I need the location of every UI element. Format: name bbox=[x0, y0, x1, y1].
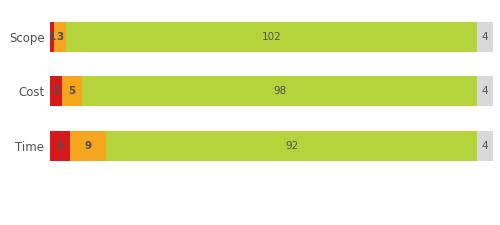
Bar bbox=[50, 22, 54, 52]
Bar bbox=[50, 76, 62, 106]
Bar bbox=[66, 22, 477, 52]
Text: 4: 4 bbox=[482, 141, 488, 151]
Text: 102: 102 bbox=[262, 32, 281, 42]
Text: 5: 5 bbox=[68, 86, 76, 96]
Text: 1: 1 bbox=[48, 32, 56, 42]
Text: 92: 92 bbox=[285, 141, 298, 151]
Bar bbox=[477, 130, 493, 160]
Text: 3: 3 bbox=[56, 32, 64, 42]
Text: 4: 4 bbox=[482, 86, 488, 96]
Text: 9: 9 bbox=[84, 141, 92, 151]
Text: 98: 98 bbox=[273, 86, 286, 96]
Legend: Red, Amber, Green, No self-assessment provided: Red, Amber, Green, No self-assessment pr… bbox=[124, 224, 421, 225]
Bar bbox=[70, 130, 106, 160]
Bar bbox=[50, 130, 70, 160]
Text: 4: 4 bbox=[482, 32, 488, 42]
Bar bbox=[82, 76, 477, 106]
Text: 3: 3 bbox=[52, 86, 60, 96]
Bar bbox=[477, 76, 493, 106]
Bar bbox=[106, 130, 477, 160]
Bar bbox=[62, 76, 82, 106]
Bar bbox=[54, 22, 66, 52]
Text: 5: 5 bbox=[56, 141, 64, 151]
Bar bbox=[477, 22, 493, 52]
